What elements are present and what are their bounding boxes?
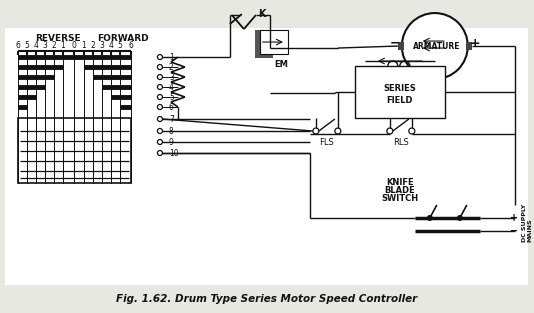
Text: FLS: FLS <box>319 137 334 146</box>
Circle shape <box>158 129 162 134</box>
Circle shape <box>158 85 162 90</box>
Text: 3: 3 <box>99 41 104 49</box>
Text: 2: 2 <box>91 41 96 49</box>
Bar <box>255 30 273 58</box>
Text: 6: 6 <box>169 103 174 111</box>
Text: 1: 1 <box>82 41 87 49</box>
Text: RLS: RLS <box>393 137 409 146</box>
Text: 1: 1 <box>169 53 174 62</box>
Text: Fig. 1.62. Drum Type Series Motor Speed Controller: Fig. 1.62. Drum Type Series Motor Speed … <box>116 294 418 304</box>
Text: 6: 6 <box>129 41 134 49</box>
Circle shape <box>158 105 162 110</box>
Circle shape <box>158 64 162 69</box>
Bar <box>355 66 445 118</box>
Circle shape <box>313 128 319 134</box>
Text: 3: 3 <box>43 41 48 49</box>
Text: 9: 9 <box>169 137 174 146</box>
Circle shape <box>402 13 468 79</box>
Circle shape <box>409 128 415 134</box>
Text: SERIES: SERIES <box>383 84 416 93</box>
Bar <box>466 42 472 50</box>
Circle shape <box>158 116 162 121</box>
Bar <box>5 28 528 285</box>
Text: 1: 1 <box>60 41 65 49</box>
Text: 6: 6 <box>15 41 20 49</box>
Circle shape <box>427 215 433 221</box>
Text: FORWARD: FORWARD <box>97 33 149 43</box>
Text: 7: 7 <box>169 115 174 124</box>
Text: 5: 5 <box>117 41 122 49</box>
Text: FIELD: FIELD <box>387 95 413 105</box>
Text: 5: 5 <box>25 41 29 49</box>
Text: 4: 4 <box>34 41 38 49</box>
Text: 2: 2 <box>169 63 174 72</box>
Bar <box>260 30 288 54</box>
Text: BLADE: BLADE <box>384 187 415 196</box>
Circle shape <box>158 74 162 80</box>
Bar <box>18 118 131 183</box>
Circle shape <box>335 128 341 134</box>
Circle shape <box>158 95 162 100</box>
Text: 2: 2 <box>52 41 57 49</box>
Text: ARMATURE: ARMATURE <box>413 42 460 50</box>
Text: 4: 4 <box>169 83 174 91</box>
Text: KNIFE: KNIFE <box>386 178 414 187</box>
Text: −: − <box>510 226 518 236</box>
Text: EM: EM <box>274 59 288 69</box>
Text: 8: 8 <box>169 126 174 136</box>
Bar <box>398 42 404 50</box>
Text: 0: 0 <box>72 41 76 49</box>
Text: +: + <box>510 213 518 223</box>
Text: DC SUPPLY
MAINS: DC SUPPLY MAINS <box>522 204 532 242</box>
Text: −: − <box>390 37 400 49</box>
Text: 3: 3 <box>169 73 174 81</box>
Text: SWITCH: SWITCH <box>381 194 419 203</box>
Circle shape <box>457 215 463 221</box>
Text: +: + <box>469 37 480 49</box>
Circle shape <box>158 140 162 145</box>
Text: REVERSE: REVERSE <box>35 33 81 43</box>
Text: 10: 10 <box>169 148 178 157</box>
Text: K: K <box>258 9 265 19</box>
Text: 4: 4 <box>108 41 113 49</box>
Circle shape <box>158 151 162 156</box>
Circle shape <box>158 54 162 59</box>
Circle shape <box>387 128 393 134</box>
Text: 5: 5 <box>169 93 174 101</box>
